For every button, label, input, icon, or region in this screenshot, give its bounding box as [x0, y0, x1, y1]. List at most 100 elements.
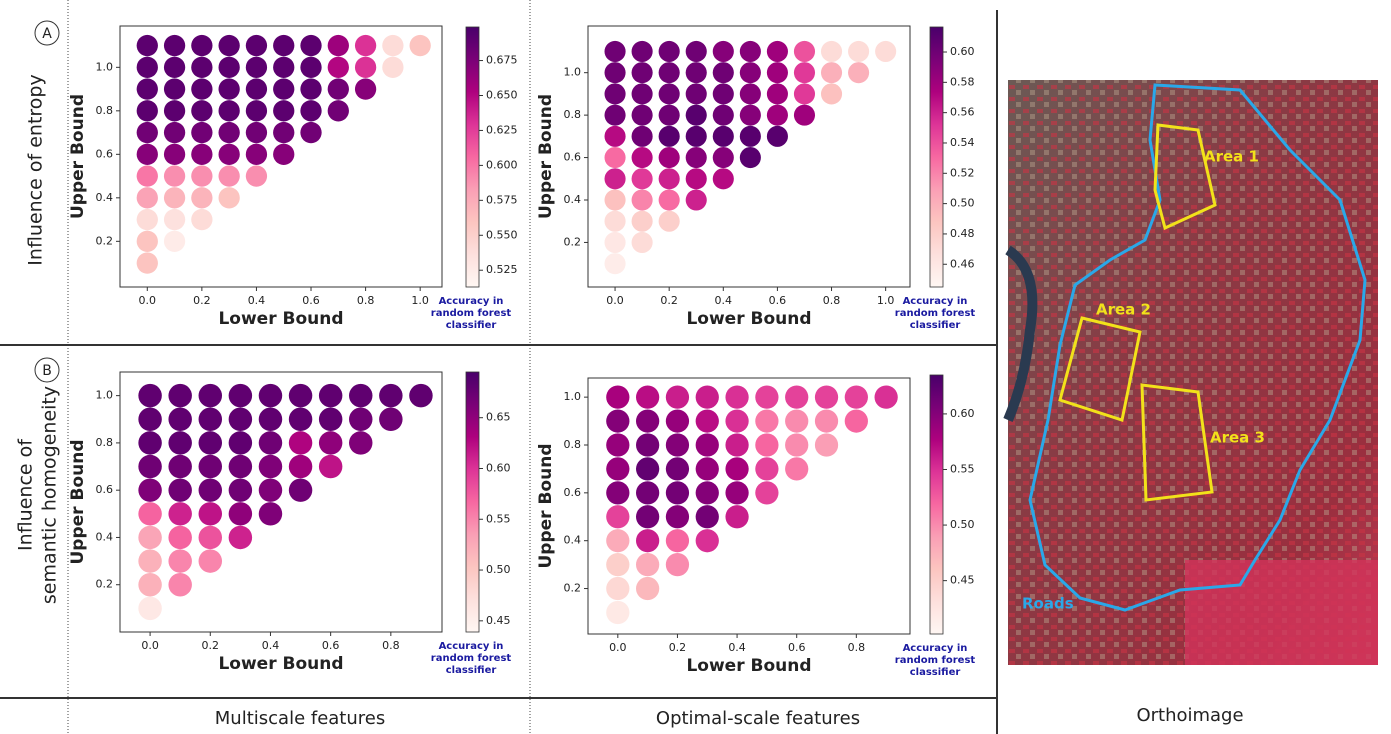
point — [605, 126, 626, 147]
point — [725, 433, 748, 456]
point — [191, 165, 212, 186]
point — [164, 57, 185, 78]
point — [605, 232, 626, 253]
point — [229, 384, 252, 407]
y-tick-label: 0.4 — [96, 530, 114, 543]
y-tick-label: 0.2 — [564, 582, 582, 595]
chart: 0.00.20.40.60.81.00.20.40.60.81.0Lower B… — [536, 26, 975, 331]
point — [246, 35, 267, 56]
point — [191, 144, 212, 165]
x-axis-label: Lower Bound — [218, 654, 343, 674]
point — [767, 126, 788, 147]
point — [355, 78, 376, 99]
point — [794, 41, 815, 62]
point — [632, 62, 653, 83]
point — [219, 35, 240, 56]
colorbar-tick-label: 0.48 — [950, 227, 975, 240]
point — [755, 481, 778, 504]
point — [632, 126, 653, 147]
point — [696, 409, 719, 432]
point — [289, 431, 312, 454]
point — [666, 433, 689, 456]
point — [636, 529, 659, 552]
point — [137, 144, 158, 165]
point — [168, 502, 191, 525]
point — [632, 83, 653, 104]
point — [606, 505, 629, 528]
point — [300, 78, 321, 99]
point — [319, 455, 342, 478]
point — [686, 168, 707, 189]
point — [725, 481, 748, 504]
colorbar-label: random forest — [895, 655, 976, 666]
point — [168, 408, 191, 431]
point — [686, 62, 707, 83]
point — [319, 384, 342, 407]
point — [659, 62, 680, 83]
point — [606, 577, 629, 600]
point — [666, 481, 689, 504]
y-tick-label: 0.2 — [96, 578, 114, 591]
area-label: Area 2 — [1096, 301, 1151, 319]
y-tick-label: 1.0 — [96, 389, 114, 402]
point — [794, 62, 815, 83]
point — [382, 57, 403, 78]
panel-letter: A — [42, 26, 52, 42]
point — [138, 597, 161, 620]
point — [605, 62, 626, 83]
point — [686, 105, 707, 126]
point — [219, 100, 240, 121]
x-tick-label: 0.2 — [202, 639, 220, 652]
point — [875, 41, 896, 62]
point — [845, 386, 868, 409]
point — [666, 505, 689, 528]
colorbar-label: Accuracy in — [903, 643, 968, 654]
point — [606, 433, 629, 456]
point — [246, 57, 267, 78]
point — [740, 105, 761, 126]
point — [219, 78, 240, 99]
point — [410, 35, 431, 56]
point — [246, 78, 267, 99]
point — [696, 505, 719, 528]
point — [328, 57, 349, 78]
point — [349, 431, 372, 454]
colorbar-tick-label: 0.50 — [486, 563, 511, 576]
point — [219, 57, 240, 78]
colorbar-label: Accuracy in — [439, 296, 504, 307]
point — [740, 83, 761, 104]
point — [659, 41, 680, 62]
x-axis-label: Lower Bound — [218, 309, 343, 329]
y-tick-label: 1.0 — [96, 60, 114, 73]
colorbar-tick-label: 0.600 — [486, 158, 518, 171]
point — [636, 577, 659, 600]
point — [229, 455, 252, 478]
point — [168, 573, 191, 596]
point — [199, 431, 222, 454]
area-label: Area 1 — [1204, 148, 1259, 166]
point — [137, 209, 158, 230]
point — [606, 529, 629, 552]
point — [259, 408, 282, 431]
colorbar-tick-label: 0.525 — [486, 263, 518, 276]
point — [605, 105, 626, 126]
x-tick-label: 0.0 — [141, 639, 159, 652]
colorbar-tick-label: 0.650 — [486, 88, 518, 101]
point — [659, 105, 680, 126]
point — [606, 553, 629, 576]
point — [199, 502, 222, 525]
point — [815, 433, 838, 456]
point — [740, 41, 761, 62]
point — [696, 386, 719, 409]
point — [191, 209, 212, 230]
point — [696, 529, 719, 552]
point — [259, 431, 282, 454]
x-tick-label: 0.4 — [728, 641, 746, 654]
x-tick-label: 0.0 — [609, 641, 627, 654]
colorbar-label: classifier — [446, 320, 497, 331]
point — [606, 409, 629, 432]
point — [740, 147, 761, 168]
point — [767, 41, 788, 62]
point — [138, 502, 161, 525]
colorbar-tick-label: 0.675 — [486, 54, 518, 67]
